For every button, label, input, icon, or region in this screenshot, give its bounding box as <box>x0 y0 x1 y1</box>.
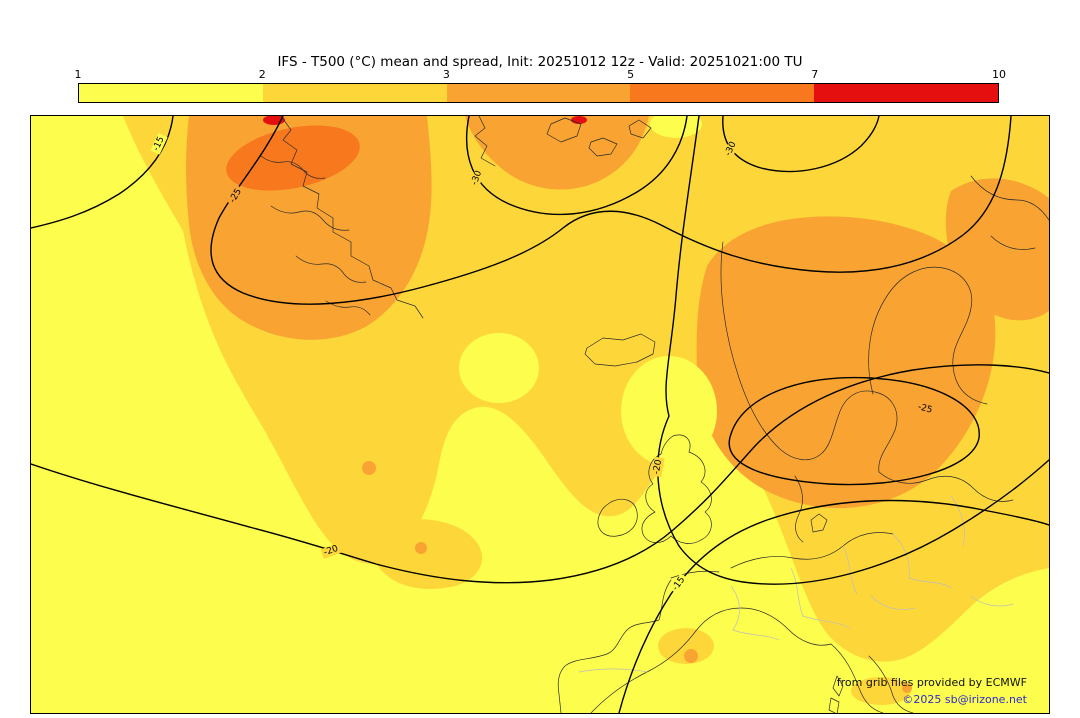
spread-level4-fill <box>226 125 360 191</box>
coastline-greenland <box>280 116 424 319</box>
border-line <box>790 567 804 617</box>
border-line <box>578 668 648 673</box>
map-panel: -15 -25 -30 -30 -25 -20 -20 -15 from grib files… <box>30 115 1050 714</box>
contour-minus25-closed <box>728 376 980 486</box>
border-line <box>730 585 740 631</box>
spread-level3-right <box>945 178 1049 321</box>
coastline-whitesea <box>990 235 1036 250</box>
spread-level1-hole <box>621 356 717 466</box>
coastline-whitesea <box>970 175 1049 221</box>
spread-level3-scandinavia <box>696 216 996 509</box>
contour-layer <box>31 116 1049 713</box>
spread-level1-hole <box>459 333 539 403</box>
spread-fill-layer <box>31 116 1049 713</box>
coastline-arctic-island <box>628 119 652 139</box>
coastline-terrain <box>295 255 367 283</box>
weather-map-svg <box>31 116 1049 713</box>
spread-level2-blob <box>658 628 714 664</box>
colorbar-tick: 2 <box>258 68 266 81</box>
border-layer <box>578 495 1014 673</box>
colorbar-tick: 7 <box>811 68 819 81</box>
spread-level3-spot <box>362 461 376 475</box>
coastline-denmark-island <box>810 513 828 533</box>
colorbar-segment <box>630 84 815 102</box>
border-line <box>908 577 952 589</box>
colorbar-ticks: 1 2 3 5 7 10 <box>74 68 1007 83</box>
colorbar-segment <box>79 84 263 102</box>
colorbar-segment <box>262 84 447 102</box>
contour-minus15-south <box>618 499 1049 713</box>
colorbar-tick: 3 <box>442 68 450 81</box>
spread-level5-spot <box>571 116 587 124</box>
coastline-biscay-iberia <box>557 579 672 713</box>
spread-level1-hole <box>650 116 702 138</box>
spread-level2-blob <box>851 677 911 705</box>
colorbar-tick: 10 <box>992 68 1006 81</box>
coastline-britain <box>641 434 712 544</box>
credit-copyright: ©2025 sb@irizone.net <box>902 693 1027 706</box>
spread-level3-spot <box>415 542 427 554</box>
coastline-northsea <box>730 532 894 569</box>
coastline-denmark <box>794 475 804 543</box>
contour-minus20-outer <box>31 364 1049 584</box>
colorbar-bar <box>78 83 999 103</box>
coastline-mediterranean <box>590 607 832 713</box>
coastline-layer <box>260 116 1049 713</box>
coastline-terrain <box>260 155 326 179</box>
border-line <box>802 615 850 629</box>
coastline-arctic-island <box>546 117 582 143</box>
coastline-italy <box>830 643 884 713</box>
colorbar-segment <box>814 84 998 102</box>
coastline-adriatic <box>868 655 914 713</box>
border-line <box>950 495 965 547</box>
border-line <box>842 545 858 595</box>
coastline-sardinia <box>828 697 840 713</box>
coastline-terrain <box>325 300 371 316</box>
border-line <box>970 595 1014 607</box>
spread-level3-topmid <box>465 116 649 190</box>
border-line <box>870 595 916 610</box>
coastline-iceland <box>584 333 656 367</box>
border-line <box>732 629 780 641</box>
spread-level2-blob <box>371 519 483 590</box>
coastline-arctic <box>474 116 496 167</box>
coastline-ireland <box>597 498 638 537</box>
coastline-terrain <box>270 205 350 231</box>
spread-level3-spot <box>902 683 912 693</box>
credit-ecmwf: from grib files provided by ECMWF <box>836 676 1027 689</box>
colorbar: 1 2 3 5 7 10 <box>74 68 1007 103</box>
coastline-norway <box>720 241 898 473</box>
contour-minus20-hook <box>657 116 1049 585</box>
coastline-baltic <box>878 471 1014 502</box>
spread-level3-spot <box>684 649 698 663</box>
colorbar-tick: 1 <box>74 68 82 81</box>
chart-title: IFS - T500 (°C) mean and spread, Init: 2… <box>277 54 803 70</box>
coastline-arctic-island <box>588 137 618 157</box>
contour-minus25-main <box>210 116 1012 305</box>
coastline-corsica <box>832 675 844 697</box>
colorbar-tick: 5 <box>627 68 635 81</box>
colorbar-segment <box>446 84 631 102</box>
